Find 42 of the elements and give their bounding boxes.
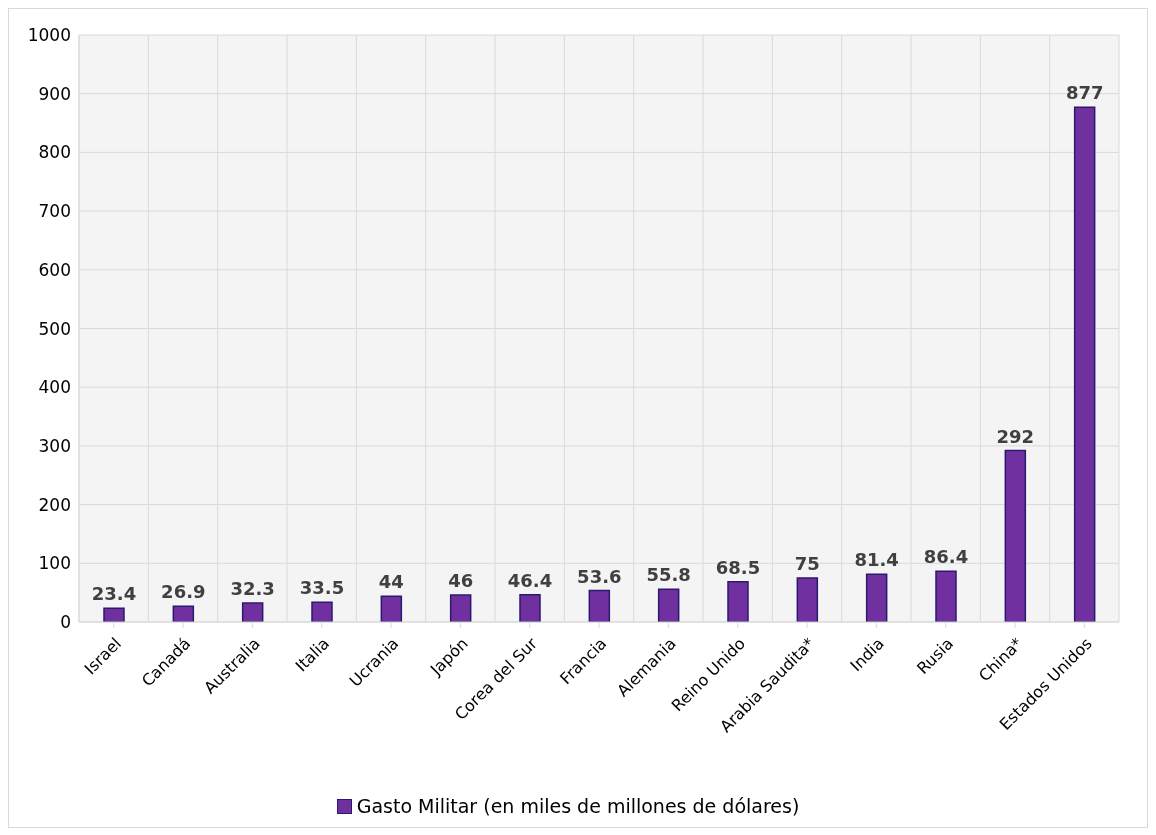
y-tick-label: 100	[38, 553, 71, 574]
data-label: 55.8	[646, 564, 691, 586]
data-label: 75	[794, 552, 820, 574]
legend-label: Gasto Militar (en miles de millones de dólares)	[355, 795, 800, 817]
bar	[519, 594, 541, 622]
y-tick-label: 0	[60, 612, 71, 633]
y-tick-label: 200	[38, 494, 71, 515]
y-tick-label: 800	[38, 142, 71, 163]
bar	[311, 601, 333, 622]
data-label: 53.6	[577, 565, 622, 587]
y-tick-label: 1000	[27, 25, 71, 46]
data-label: 32.3	[230, 578, 275, 600]
bar	[103, 607, 125, 622]
data-label: 26.9	[161, 581, 206, 603]
y-tick-label: 900	[38, 83, 71, 104]
bar	[449, 594, 472, 622]
y-tick-label: 500	[38, 318, 71, 339]
data-label: 86.4	[923, 546, 969, 568]
y-tick-label: 600	[38, 259, 71, 280]
bar	[1004, 449, 1027, 622]
bar	[796, 577, 819, 622]
data-label: 33.5	[299, 577, 345, 599]
bar	[935, 570, 957, 622]
bar	[380, 595, 403, 622]
data-label: 46	[448, 570, 474, 591]
bar	[1073, 106, 1096, 622]
y-tick-label: 400	[38, 377, 71, 398]
data-label: 46.4	[507, 569, 553, 591]
bar	[657, 588, 680, 622]
data-label: 23.4	[91, 583, 137, 605]
data-label: 292	[996, 425, 1035, 447]
bar	[727, 581, 749, 622]
data-label: 81.4	[854, 549, 899, 571]
bar	[865, 573, 888, 622]
y-tick-label: 700	[38, 201, 71, 222]
bar	[588, 589, 611, 622]
bar	[241, 602, 264, 622]
y-tick-label: 300	[38, 435, 71, 456]
data-label: 44	[378, 571, 404, 593]
bar	[172, 605, 195, 622]
data-label: 68.5	[715, 556, 761, 578]
data-label: 877	[1065, 82, 1104, 104]
